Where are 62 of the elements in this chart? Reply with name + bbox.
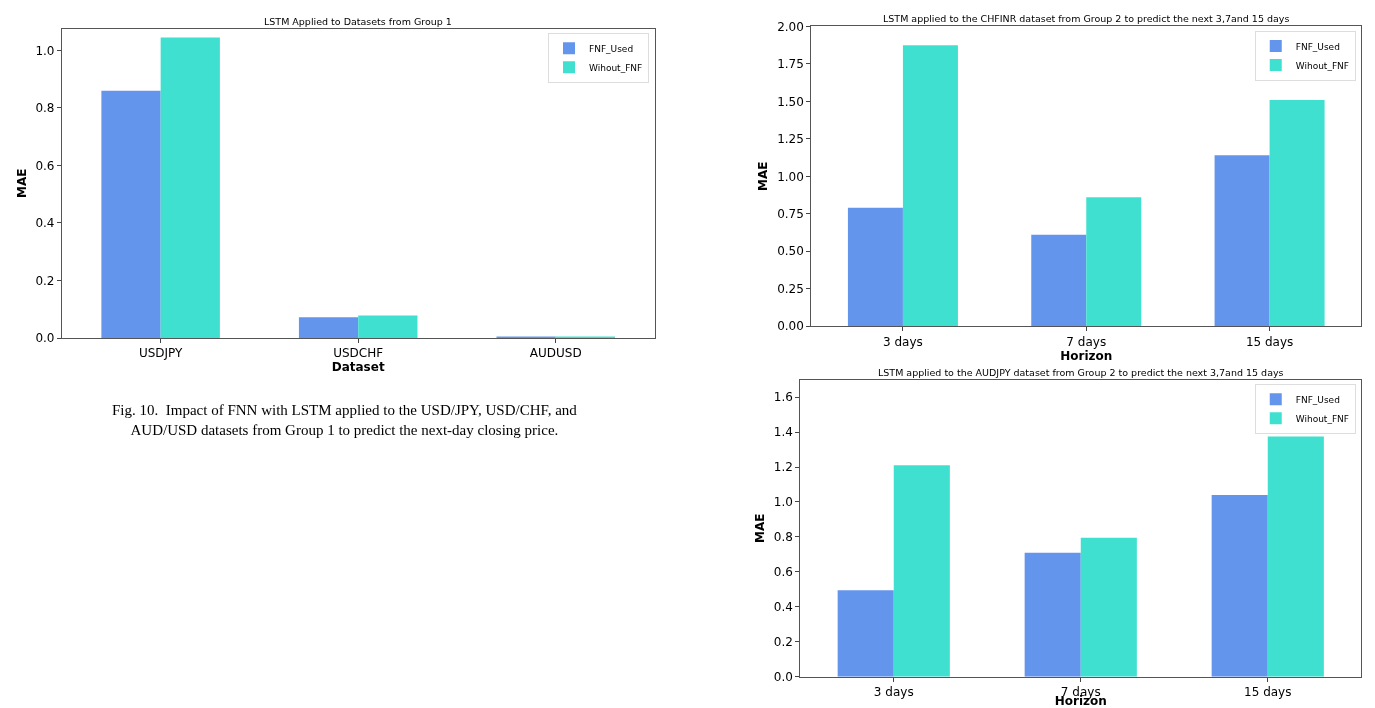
y-tick-label: 1.6 — [773, 390, 793, 405]
x-tick-label: 3 days — [883, 334, 923, 349]
bar — [847, 207, 903, 327]
bar — [1214, 155, 1270, 327]
y-axis-title: MAE — [14, 168, 29, 198]
y-tick-label: 1.0 — [35, 43, 55, 58]
y-tick-label: 0.25 — [777, 281, 804, 296]
y-tick-label: 1.4 — [773, 425, 793, 440]
x-axis-title: Horizon — [1060, 348, 1113, 363]
y-tick-label: 0.6 — [35, 158, 55, 173]
legend-label: FNF_Used — [1295, 394, 1340, 405]
y-tick-label: 1.25 — [777, 132, 804, 147]
y-tick-label: 0.8 — [773, 530, 793, 545]
bar — [358, 315, 418, 339]
y-axis-title: MAE — [756, 161, 771, 192]
legend-label: Wihout_FNF — [1295, 413, 1349, 424]
y-tick-label: 0.75 — [777, 207, 804, 222]
x-tick-label: USDCHF — [333, 346, 384, 361]
y-tick-label: 1.2 — [773, 460, 793, 475]
bar — [902, 45, 958, 327]
legend-label: FNF_Used — [589, 43, 634, 54]
bar — [1080, 537, 1137, 677]
x-axis-title: Dataset — [331, 360, 385, 375]
y-tick-label: 0.6 — [773, 565, 793, 580]
bar — [1031, 234, 1087, 327]
y-tick-label: 0.4 — [773, 600, 793, 615]
bar — [837, 590, 894, 677]
y-tick-label: 0.00 — [777, 319, 804, 334]
bar — [298, 317, 359, 339]
legend-label: FNF_Used — [1295, 41, 1340, 52]
y-tick-label: 1.75 — [777, 57, 804, 72]
legend-label: Wihout_FNF — [1295, 60, 1349, 71]
y-tick-label: 0.8 — [35, 101, 55, 116]
bar — [1269, 99, 1325, 327]
y-tick-label: 0.4 — [35, 216, 55, 231]
x-tick-label: 3 days — [873, 685, 914, 700]
chart-title: LSTM Applied to Datasets from Group 1 — [264, 16, 452, 27]
x-tick-label: 15 days — [1245, 334, 1294, 349]
y-tick-label: 0.50 — [777, 244, 804, 259]
y-tick-label: 0.2 — [773, 634, 793, 649]
caption: Fig. 10. Impact of FNN with LSTM applied to the USD/JPY, USD/CHF, and AUD/USD datasets from Group 1 to predict the next-day closing price. — [112, 402, 578, 438]
y-tick-label: 0.2 — [35, 273, 55, 288]
bar — [893, 465, 950, 677]
y-tick-label: 1.00 — [777, 169, 804, 184]
bar — [1211, 495, 1268, 677]
y-tick-label: 1.0 — [773, 495, 793, 510]
legend-label: Wihout_FNF — [589, 62, 643, 73]
x-tick-label: AUDUSD — [529, 346, 582, 361]
y-tick-label: 1.50 — [777, 94, 804, 109]
chart-title: LSTM applied to the CHFINR dataset from Group 2 to predict the next 3,7and 15 days — [883, 13, 1290, 24]
bar — [160, 37, 220, 339]
y-tick-label: 2.00 — [777, 19, 804, 34]
x-tick-label: USDJPY — [138, 346, 184, 361]
y-tick-label: 0.0 — [35, 331, 55, 346]
y-tick-label: 0.0 — [773, 669, 793, 684]
x-tick-label: 15 days — [1244, 685, 1292, 700]
x-tick-label: 7 days — [1066, 334, 1107, 349]
bar — [1086, 197, 1142, 327]
y-axis-title: MAE — [753, 513, 768, 543]
bar — [1024, 552, 1081, 677]
bar — [101, 90, 161, 339]
chart-title: LSTM applied to the AUDJPY dataset from Group 2 to predict the next 3,7and 15 days — [878, 367, 1284, 378]
